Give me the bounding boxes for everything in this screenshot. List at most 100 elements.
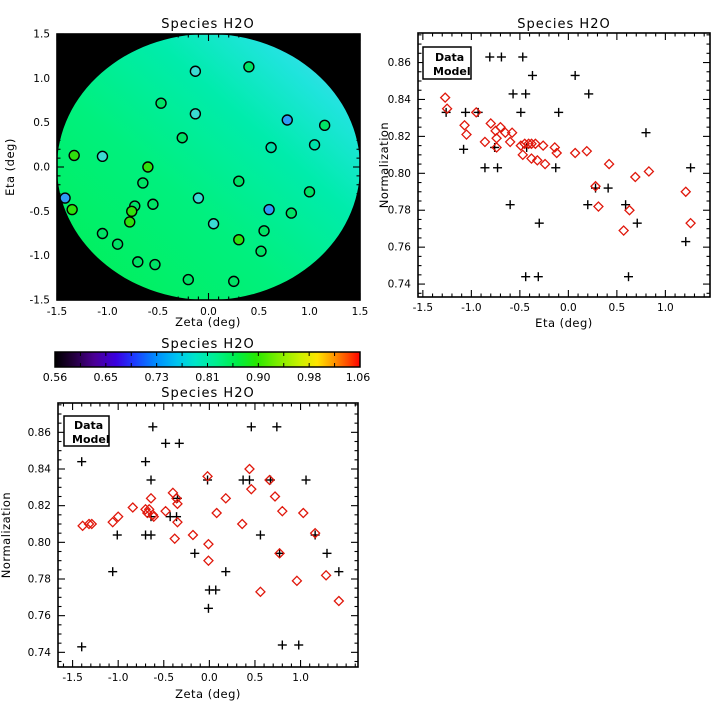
map-title: Species H2O xyxy=(161,17,254,32)
map-ylabel: Eta (deg) xyxy=(3,138,17,196)
y-tick-label: 0.78 xyxy=(28,574,51,586)
model-diamond-marker xyxy=(441,103,453,115)
model-diamond-marker xyxy=(495,121,506,133)
map-point-marker xyxy=(111,238,124,250)
model-diamond-marker xyxy=(160,505,172,517)
model-diamond-marker xyxy=(439,92,451,104)
model-diamond-marker xyxy=(531,154,543,166)
zeta-plot-layers: -1.5 -1.0 -0.5 0.0 0.5 1.0 0.74 0.76 0.78 0.80 0.8… xyxy=(28,402,359,684)
eta-plot-xlabel: Eta (deg) xyxy=(535,316,593,330)
zeta-plot-frame xyxy=(57,402,359,668)
x-tick-label: 0.0 xyxy=(201,672,218,684)
model-diamond-marker xyxy=(539,158,551,170)
model-diamond-marker xyxy=(643,166,655,177)
map-point-marker xyxy=(285,207,298,219)
x-tick-label: 1.0 xyxy=(292,672,309,684)
map-disk-layer xyxy=(57,34,360,300)
y-tick-label: -1.0 xyxy=(30,250,51,262)
colorbar-tick-label: 0.81 xyxy=(195,371,220,384)
eta-plot-frame xyxy=(417,32,711,298)
map-axes: -1.5 -1.0 -0.5 0.0 0.5 1.0 1.5 -1.5 -1.0 -0.5 0.0 0… xyxy=(30,29,369,319)
y-tick-label: 1.5 xyxy=(33,29,50,41)
map-plot-layers: -1.5 -1.0 -0.5 0.0 0.5 1.0 1.5 -1.5 -1.0 -0.5 0.0 0… xyxy=(30,29,369,319)
model-diamond-marker xyxy=(245,483,257,495)
legend-model-label: Model xyxy=(433,65,471,78)
model-diamond-marker xyxy=(255,586,266,598)
legend-box xyxy=(422,46,472,80)
x-tick-label: -1.5 xyxy=(413,302,434,314)
eta-plot-ylabel: Normalization xyxy=(377,122,391,208)
model-diamond-marker xyxy=(145,492,157,504)
eta-plot-series-model xyxy=(439,92,697,236)
colorbar-tick-labels: 0.56 0.65 0.73 0.81 0.90 0.98 1.06 xyxy=(43,371,371,384)
model-diamond-marker xyxy=(680,186,692,198)
x-tick-label: 0.5 xyxy=(247,672,264,684)
eta-scatter-plot: -1.5 -1.0 -0.5 0.0 0.5 1.0 0.74 0.76 0.78 0.80 0.8… xyxy=(377,17,711,330)
x-tick-label: -0.5 xyxy=(148,306,169,318)
model-diamond-marker xyxy=(526,153,537,164)
map-point-marker xyxy=(137,177,149,189)
map-point-marker xyxy=(96,227,109,240)
zeta-plot-title: Species H2O xyxy=(161,386,254,401)
y-tick-label: 0.74 xyxy=(388,279,412,291)
map-point-marker xyxy=(258,225,270,237)
map-point-marker xyxy=(124,216,136,228)
model-diamond-marker xyxy=(187,529,199,541)
map-point-marker xyxy=(189,108,202,120)
model-diamond-marker xyxy=(517,149,529,161)
y-tick-label: 0.5 xyxy=(33,117,50,129)
map-point-marker xyxy=(192,192,205,204)
x-tick-label: -1.5 xyxy=(62,672,83,684)
colorbar-title: Species H2O xyxy=(161,337,254,352)
zeta-plot-legend: Data Model xyxy=(63,415,110,447)
map-point-marker xyxy=(68,149,80,162)
map-point-marker xyxy=(281,114,293,126)
eta-plot-legend: Data Model xyxy=(422,46,472,80)
model-diamond-marker xyxy=(529,138,541,150)
y-tick-label: 0.78 xyxy=(388,205,411,217)
x-tick-label: -1.0 xyxy=(461,302,482,314)
model-diamond-marker xyxy=(167,487,179,499)
model-diamond-marker xyxy=(309,527,321,539)
zeta-scatter-plot: -1.5 -1.0 -0.5 0.0 0.5 1.0 0.74 0.76 0.78 0.80 0.8… xyxy=(0,386,359,701)
model-diamond-marker xyxy=(485,118,497,129)
zeta-plot-series-data xyxy=(77,422,344,652)
zeta-plot-series-model xyxy=(77,463,345,607)
model-diamond-marker xyxy=(333,595,345,607)
model-diamond-marker xyxy=(504,136,516,148)
map-point-marker xyxy=(189,65,202,77)
map-disk xyxy=(57,34,360,300)
x-tick-label: -1.5 xyxy=(47,306,68,318)
map-point-marker xyxy=(149,258,161,271)
model-diamond-marker xyxy=(526,138,537,150)
model-diamond-marker xyxy=(211,507,223,519)
model-diamond-marker xyxy=(83,518,95,530)
model-diamond-marker xyxy=(172,498,183,510)
model-diamond-marker xyxy=(269,491,281,502)
colorbar-tick-label: 1.06 xyxy=(346,371,371,384)
y-tick-label: -1.5 xyxy=(30,295,51,307)
model-diamond-marker xyxy=(220,492,232,504)
model-diamond-marker xyxy=(86,518,98,530)
map-point-marker xyxy=(243,61,255,73)
map-point-marker xyxy=(66,203,78,216)
model-diamond-marker xyxy=(264,474,275,486)
model-diamond-marker xyxy=(140,503,151,515)
model-diamond-marker xyxy=(148,511,160,523)
x-tick-label: -0.5 xyxy=(154,672,175,684)
y-tick-label: 0.84 xyxy=(28,464,52,476)
model-diamond-marker xyxy=(112,511,124,523)
map-point-marker xyxy=(263,203,275,216)
colorbar-tick-label: 0.56 xyxy=(43,371,68,384)
model-diamond-marker xyxy=(461,129,472,140)
map-point-marker xyxy=(303,186,316,198)
map-point-marker xyxy=(132,256,144,268)
model-diamond-marker xyxy=(276,505,288,517)
model-diamond-marker xyxy=(506,127,518,139)
colorbar-frame xyxy=(54,351,361,368)
colorbar-layers xyxy=(54,351,361,368)
model-diamond-marker xyxy=(459,119,470,131)
legend-data-label: Data xyxy=(74,419,103,432)
y-tick-label: 0.74 xyxy=(28,647,52,659)
